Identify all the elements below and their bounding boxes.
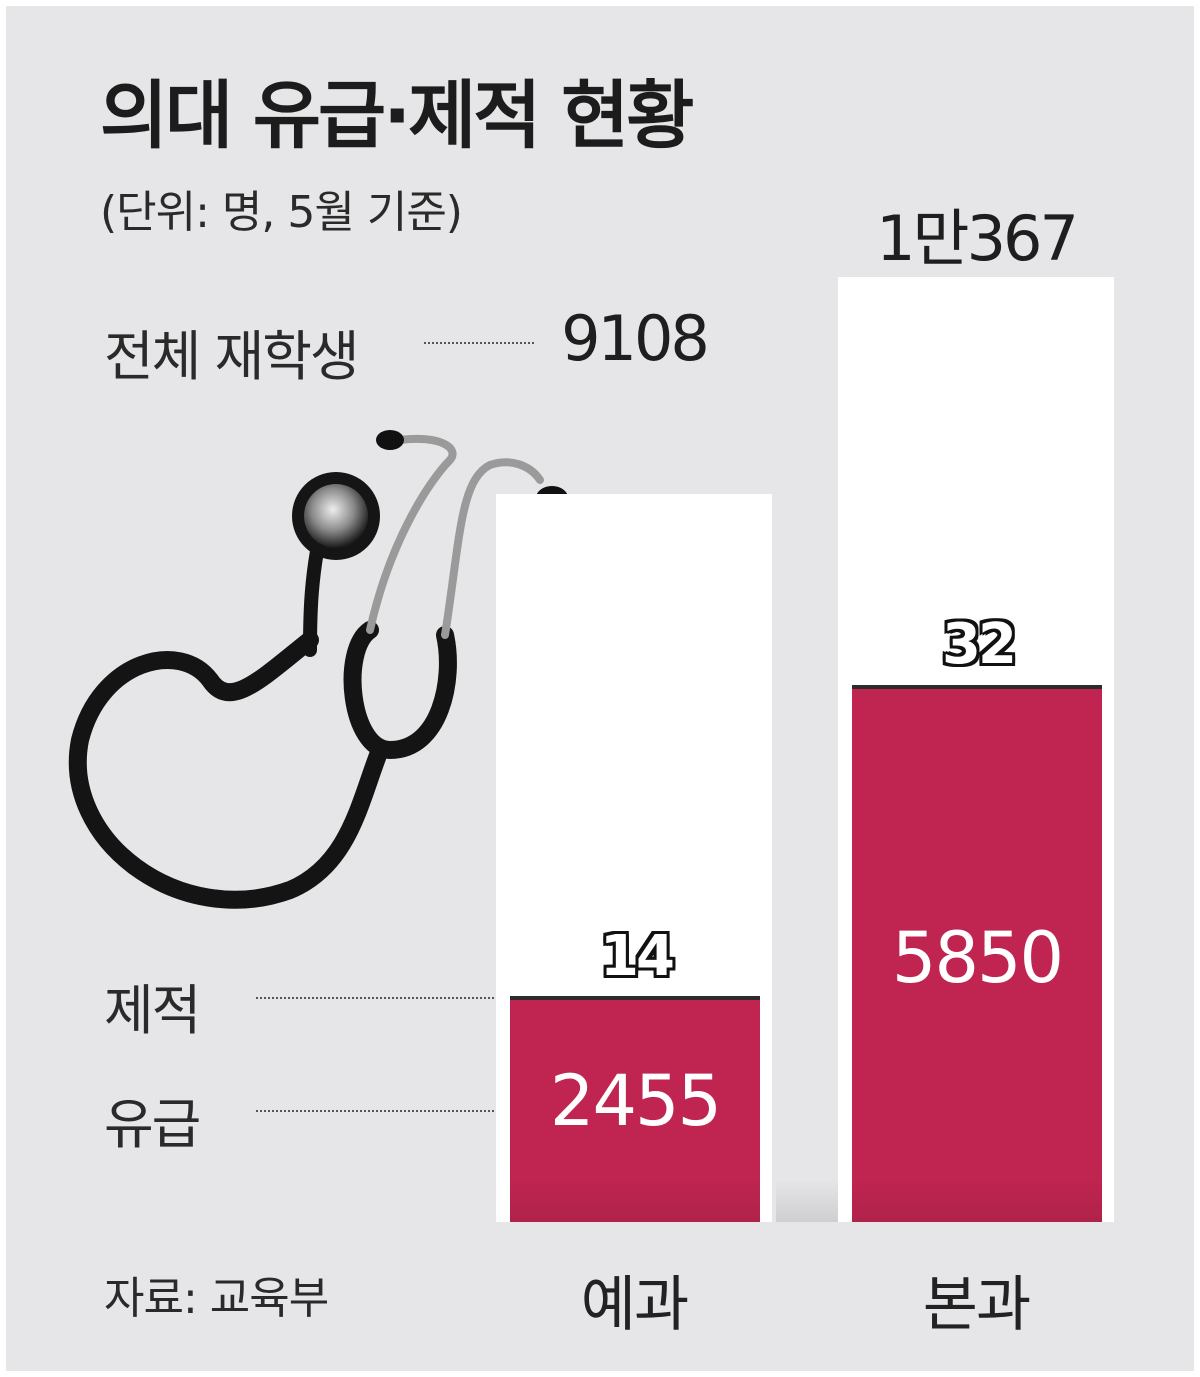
bar-fade xyxy=(852,1176,1102,1222)
value-held-back-bongwa: 5850 xyxy=(891,916,1064,999)
chart-title: 의대 유급·제적 현황 xyxy=(100,73,694,159)
category-bongwa: 본과 xyxy=(922,1270,1031,1340)
bar-held-back-bongwa: 5850 xyxy=(852,684,1102,1222)
leader-held-back xyxy=(256,1110,534,1112)
leader-total xyxy=(424,342,534,344)
bar-gap-shadow xyxy=(776,1180,840,1222)
label-expelled: 제적 xyxy=(104,979,201,1042)
bar-fade xyxy=(510,1176,760,1222)
category-yegwa: 예과 xyxy=(580,1270,689,1340)
value-expelled-yegwa: 14 xyxy=(600,924,675,989)
label-held-back: 유급 xyxy=(104,1093,201,1156)
label-total: 전체 재학생 xyxy=(104,325,360,388)
value-total-bongwa: 1만367 xyxy=(876,202,1079,275)
value-expelled-bongwa: 32 xyxy=(942,612,1017,677)
leader-expelled xyxy=(256,997,506,999)
bar-held-back-yegwa: 2455 xyxy=(510,996,760,1222)
source-note: 자료: 교육부 xyxy=(104,1273,329,1324)
value-total-yegwa: 9108 xyxy=(561,302,710,375)
value-held-back-yegwa: 2455 xyxy=(549,1060,722,1142)
chart-subtitle: (단위: 명, 5월 기준) xyxy=(100,187,463,238)
